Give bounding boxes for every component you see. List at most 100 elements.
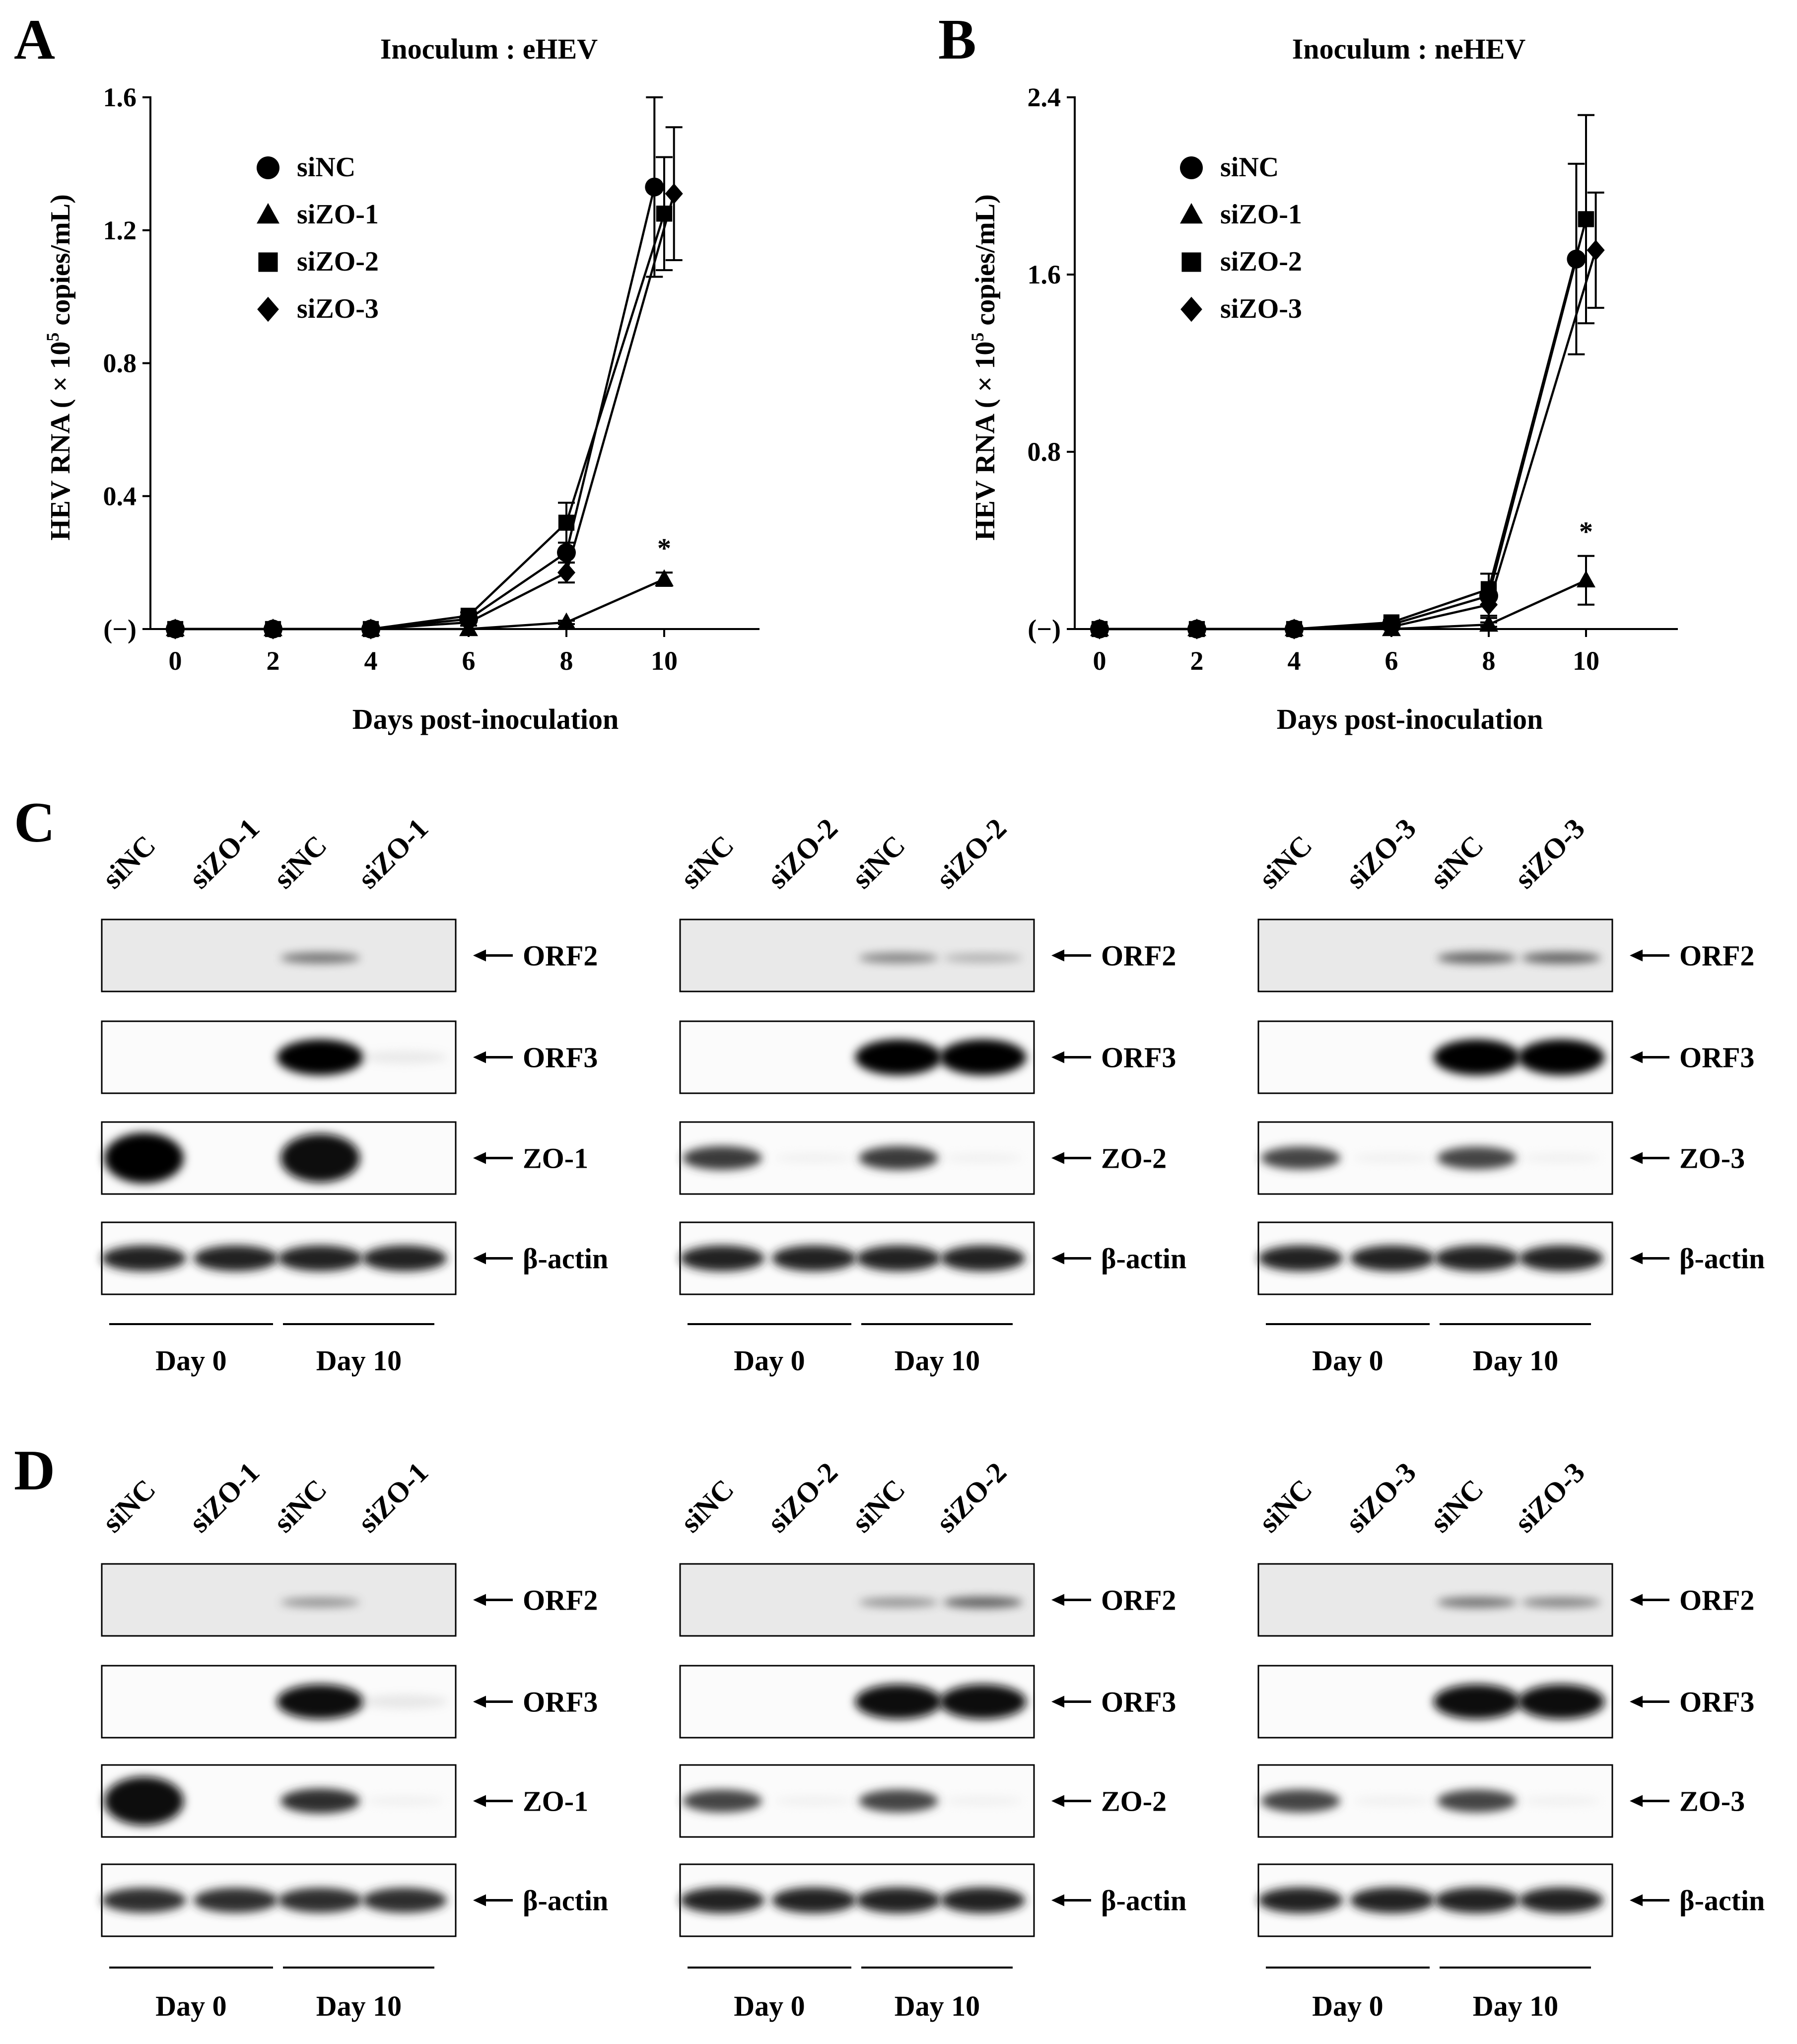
data-point-siZO-1 (557, 612, 576, 630)
protein-label: β-actin (523, 1243, 608, 1275)
lane-label: siNC (674, 1473, 740, 1539)
blot-band (362, 1888, 447, 1913)
chart-b-legend: siNC siZO-1 siZO-2 siZO-3 (1180, 152, 1302, 324)
protein-label: ORF3 (1679, 1042, 1754, 1074)
chart-a: Inoculum : eHEV (−) 0.4 0.8 1.2 1.6 0 2 4 6 8 10 s… (43, 33, 760, 735)
x-tick-label: 2 (1190, 646, 1204, 676)
legend-label-siZO-2: siZO-2 (297, 246, 379, 277)
protein-label: ORF3 (1101, 1042, 1176, 1074)
data-point-siZO-3 (1587, 240, 1605, 261)
y-tick-label: 1.6 (1028, 260, 1061, 289)
arrow-head-icon (473, 1695, 486, 1708)
data-point-siZO-3 (166, 619, 185, 639)
series-line-siNC (175, 187, 656, 631)
blot-band (772, 1245, 856, 1271)
protein-label: ORF2 (1101, 940, 1176, 972)
y-tick-label: 2.4 (1028, 82, 1061, 112)
data-point-siZO-3 (459, 612, 478, 633)
blot-band (855, 1039, 942, 1075)
protein-label: ZO-3 (1679, 1785, 1745, 1818)
legend-marker-siNC (1180, 156, 1203, 179)
x-tick-label: 0 (169, 646, 182, 676)
lane-label: siNC (1424, 1473, 1490, 1539)
blot-band (1435, 1887, 1519, 1913)
lane-label: siZO-3 (1508, 1456, 1591, 1539)
data-point-siZO-3 (557, 562, 576, 583)
blot-band (859, 1789, 938, 1813)
legend-label-siZO-1: siZO-1 (297, 199, 379, 230)
arrow-head-icon (1051, 1894, 1064, 1906)
chart-b-axes: (−) 0.8 1.6 2.4 0 2 4 6 8 10 (1028, 82, 1678, 676)
lane-label: siNC (1424, 829, 1490, 895)
blot-box-ORF2 (101, 918, 457, 992)
blot-band (1261, 1789, 1340, 1813)
blot-band (104, 1776, 184, 1826)
lane-label: siNC (267, 829, 333, 895)
blot-band (280, 1597, 360, 1608)
x-tick-label: 6 (462, 646, 476, 676)
blot-band (683, 1789, 762, 1813)
blot-box-ORF2 (101, 1563, 457, 1637)
legend-marker-siZO-2 (258, 252, 278, 272)
data-point-siZO-3 (264, 619, 282, 639)
chart-a-ylabel-main: HEV RNA ( × 10 (45, 342, 76, 541)
arrow-head-icon (1630, 1795, 1643, 1807)
protein-label: ORF3 (523, 1686, 598, 1718)
blot-panels: siNC siZO-1 siNC siZO-1ORF2ORF3ZO-1β-actinD… (96, 812, 1765, 2022)
blot-band (1518, 1039, 1605, 1075)
legend-label-siZO-1: siZO-1 (1220, 199, 1302, 230)
protein-label: ORF3 (1101, 1686, 1176, 1718)
blot-band (943, 1153, 1023, 1163)
blot-band (278, 1888, 362, 1913)
x-tick-label: 8 (560, 646, 573, 676)
data-point-siZO-2 (1578, 211, 1594, 227)
legend-marker-siZO-3 (1180, 296, 1202, 322)
blot-group: siNC siZO-2 siNC siZO-2ORF2ORF3ZO-2β-actinD… (674, 1456, 1186, 2022)
protein-label: β-actin (1101, 1885, 1186, 1917)
protein-label: β-actin (1679, 1243, 1765, 1275)
arrow-head-icon (1630, 1695, 1643, 1708)
lane-label: siNC (96, 829, 162, 895)
chart-a-legend: siNC siZO-1 siZO-2 siZO-3 (257, 152, 379, 324)
lane-label: siNC (1252, 1473, 1318, 1539)
arrow-head-icon (1630, 1894, 1643, 1906)
blot-band (278, 1245, 362, 1271)
blot-band (941, 1887, 1025, 1913)
protein-label: β-actin (523, 1885, 608, 1917)
blot-band (365, 1796, 444, 1806)
data-point-siZO-3 (665, 183, 683, 205)
blot-band (1350, 1887, 1435, 1913)
blot-band (856, 1887, 941, 1913)
blot-band (859, 1146, 938, 1170)
data-point-siZO-3 (361, 619, 380, 639)
data-point-siNC (645, 177, 664, 197)
chart-b-ylabel-main: HEV RNA ( × 10 (970, 342, 1001, 541)
day10-label: Day 10 (1473, 1990, 1558, 2022)
data-point-siZO-1 (655, 569, 674, 586)
x-tick-label: 4 (364, 646, 378, 676)
arrow-head-icon (1051, 1594, 1064, 1606)
day0-label: Day 0 (155, 1344, 226, 1377)
y-tick-label: (−) (103, 614, 137, 644)
blot-band (194, 1888, 278, 1913)
blot-band (1437, 1789, 1517, 1813)
legend-label-siNC: siNC (297, 152, 355, 183)
blot-band (943, 1796, 1023, 1806)
day10-label: Day 10 (316, 1344, 402, 1377)
protein-label: ORF3 (523, 1042, 598, 1074)
blot-band (943, 1596, 1023, 1609)
blot-band (1258, 1887, 1343, 1913)
lane-label: siZO-2 (930, 1456, 1013, 1539)
blot-band (1519, 1245, 1603, 1271)
arrow-head-icon (473, 1152, 486, 1164)
blot-band (1353, 1153, 1432, 1163)
arrow-head-icon (1051, 1695, 1064, 1708)
series-line-siZO-2 (175, 213, 666, 631)
data-point-siZO-3 (1187, 619, 1206, 639)
arrow-head-icon (1051, 1152, 1064, 1164)
arrow-head-icon (1630, 949, 1643, 962)
blot-band (280, 1788, 360, 1814)
arrow-head-icon (1630, 1594, 1643, 1606)
blot-band (1519, 1887, 1603, 1913)
blot-band (276, 1684, 364, 1719)
